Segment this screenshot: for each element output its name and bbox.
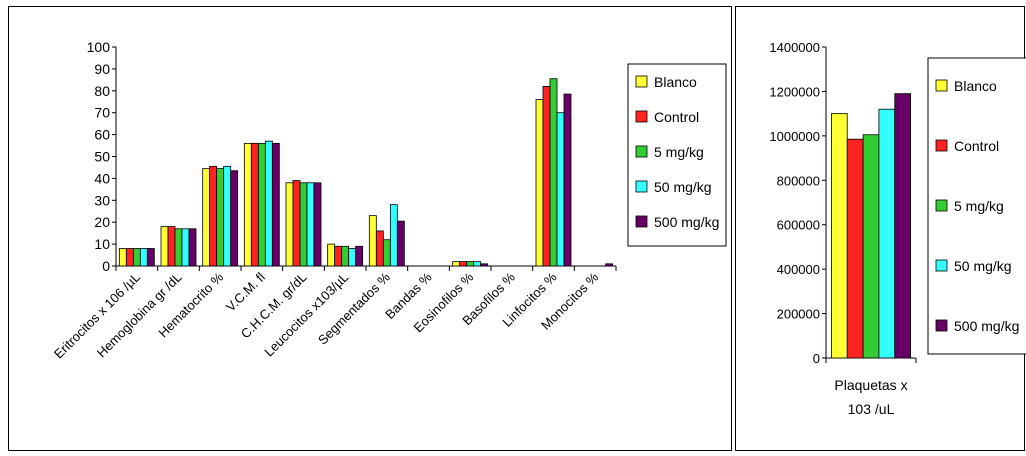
legend-label: 50 mg/kg xyxy=(654,179,712,195)
bar xyxy=(209,165,218,267)
bar xyxy=(160,226,169,267)
y-tick-label: 200000 xyxy=(777,307,820,322)
legend-label: 500 mg/kg xyxy=(654,214,719,230)
bar xyxy=(894,93,912,359)
bar xyxy=(118,248,127,267)
bar xyxy=(271,142,280,267)
y-tick-label: 600000 xyxy=(777,218,820,233)
bar xyxy=(223,165,232,267)
bar xyxy=(480,263,489,267)
y-tick-label: 60 xyxy=(94,127,110,143)
legend-swatch xyxy=(935,199,948,212)
legend-swatch xyxy=(935,319,948,332)
bar xyxy=(862,134,880,359)
y-tick-label: 10 xyxy=(94,236,110,252)
x-tick-label: Plaquetas x xyxy=(834,377,907,393)
bar xyxy=(396,220,405,267)
bar xyxy=(452,261,461,267)
y-tick-label: 1400000 xyxy=(769,40,820,55)
bar xyxy=(466,261,475,267)
bar xyxy=(389,204,398,267)
bar xyxy=(535,99,544,267)
bar xyxy=(216,168,225,267)
bar xyxy=(473,261,482,267)
legend-swatch xyxy=(935,259,948,272)
bar xyxy=(878,108,896,359)
y-tick-label: 90 xyxy=(94,61,110,77)
y-tick-label: 0 xyxy=(813,351,820,366)
legend-label: 50 mg/kg xyxy=(954,258,1012,274)
legend-swatch xyxy=(635,180,648,193)
legend-label: Blanco xyxy=(954,78,997,94)
bar xyxy=(125,248,134,267)
bar xyxy=(831,113,848,359)
legend-label: 500 mg/kg xyxy=(954,318,1019,334)
bar xyxy=(355,245,364,267)
legend-label: 5 mg/kg xyxy=(954,198,1004,214)
bar xyxy=(230,170,239,267)
bar xyxy=(382,239,391,267)
y-tick-label: 50 xyxy=(94,149,110,165)
bar xyxy=(139,248,148,267)
y-tick-label: 70 xyxy=(94,105,110,121)
bar xyxy=(334,245,343,267)
legend-swatch xyxy=(635,145,648,158)
x-tick-label: Segmentados % xyxy=(315,269,393,347)
bar xyxy=(188,228,197,267)
y-tick-label: 1000000 xyxy=(769,129,820,144)
bar xyxy=(348,248,357,267)
bar xyxy=(327,243,336,267)
bar xyxy=(167,226,176,267)
legend-swatch xyxy=(935,79,948,92)
y-tick-label: 20 xyxy=(94,214,110,230)
y-tick-label: 100 xyxy=(87,39,111,55)
bar xyxy=(299,182,308,267)
bar xyxy=(146,248,155,267)
bar xyxy=(285,182,294,267)
y-tick-label: 30 xyxy=(94,192,110,208)
y-tick-label: 40 xyxy=(94,170,110,186)
x-tick-label: 103 /uL xyxy=(848,401,895,417)
bar xyxy=(250,142,259,267)
bar xyxy=(202,168,211,267)
bar xyxy=(132,248,141,267)
y-tick-label: 0 xyxy=(102,258,110,274)
y-tick-label: 400000 xyxy=(777,262,820,277)
legend-swatch xyxy=(635,215,648,228)
bar xyxy=(257,142,266,267)
bar xyxy=(181,228,190,267)
legend-swatch xyxy=(635,75,648,88)
bar xyxy=(341,245,350,267)
bar xyxy=(563,93,572,267)
bar xyxy=(375,230,384,267)
y-tick-label: 800000 xyxy=(777,173,820,188)
y-tick-label: 1200000 xyxy=(769,84,820,99)
bar xyxy=(264,140,273,267)
bar xyxy=(542,86,551,267)
bar xyxy=(556,112,565,267)
y-tick-label: 80 xyxy=(94,83,110,99)
bar xyxy=(306,182,315,267)
bar xyxy=(459,261,468,267)
bar xyxy=(174,228,183,267)
legend-label: 5 mg/kg xyxy=(654,144,704,160)
bar xyxy=(549,78,558,267)
bar xyxy=(243,142,252,267)
legend-swatch xyxy=(935,139,948,152)
bar xyxy=(313,182,322,267)
legend-label: Control xyxy=(654,109,699,125)
bar xyxy=(292,180,301,267)
bar xyxy=(846,138,864,359)
legend-label: Blanco xyxy=(654,74,697,90)
bar xyxy=(605,263,614,267)
bar xyxy=(368,215,377,267)
legend-label: Control xyxy=(954,138,999,154)
legend-swatch xyxy=(635,110,648,123)
